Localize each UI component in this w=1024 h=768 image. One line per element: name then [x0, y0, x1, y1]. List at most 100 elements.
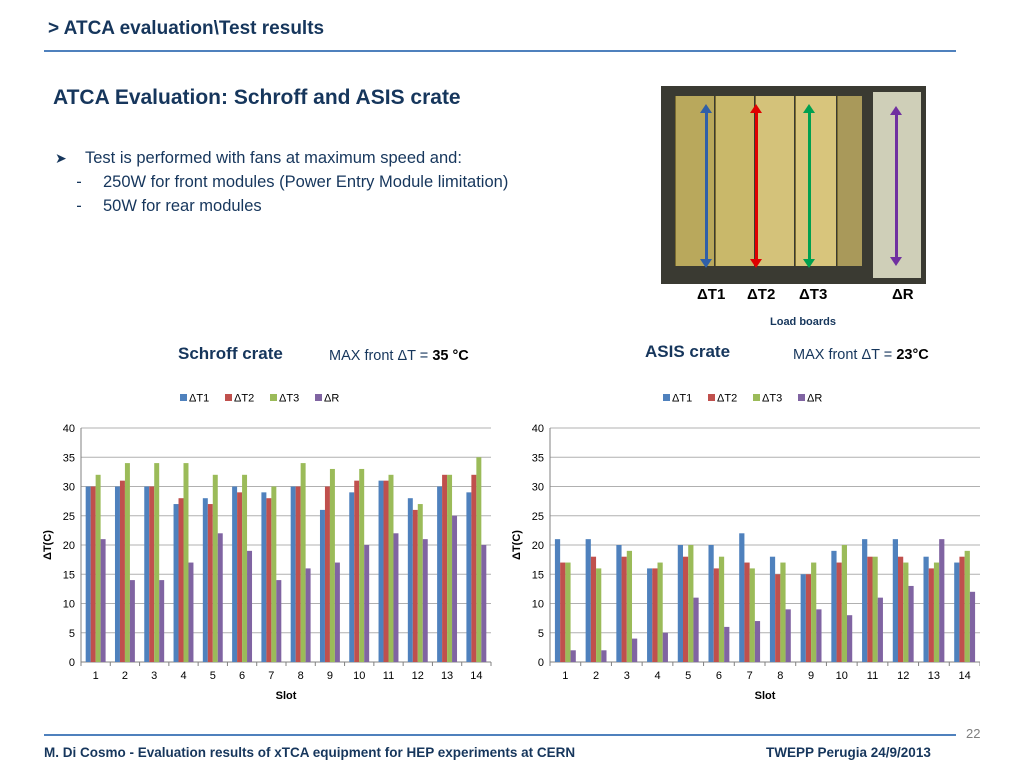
bar-2-slot-1 [560, 562, 566, 662]
bullet-list: ➤ Test is performed with fans at maximum … [55, 146, 508, 218]
bar-1-slot-10 [831, 550, 837, 662]
bar-4-slot-10 [847, 615, 853, 662]
photo-caption: Load boards [770, 316, 837, 328]
dash-bullet: - [76, 173, 82, 191]
bar-3-slot-12 [903, 562, 909, 662]
bar-4-slot-10 [364, 545, 370, 662]
y-tick-label: 30 [532, 482, 544, 494]
bar-3-slot-10 [359, 468, 365, 662]
y-tick-label: 25 [63, 511, 75, 523]
bar-3-slot-7 [749, 568, 755, 662]
bar-1-slot-6 [708, 545, 714, 662]
x-tick-label: 1 [562, 670, 568, 682]
footer-right: TWEPP Perugia 24/9/2013 [766, 745, 931, 760]
bar-2-slot-3 [149, 486, 155, 662]
bar-3-slot-9 [329, 468, 335, 662]
arrow-dt1-icon [700, 104, 712, 268]
bar-2-slot-3 [621, 556, 627, 662]
bar-1-slot-5 [202, 498, 208, 662]
bar-2-slot-10 [836, 562, 842, 662]
bar-3-slot-5 [688, 545, 694, 662]
x-tick-label: 12 [412, 670, 424, 682]
y-axis-title: ΔT(C) [511, 530, 523, 560]
bar-1-slot-12 [407, 498, 413, 662]
y-tick-label: 30 [63, 482, 75, 494]
y-tick-label: 40 [532, 423, 544, 435]
bar-4-slot-3 [159, 580, 165, 662]
legend-swatch-2 [708, 394, 715, 401]
legend-label-1: ΔT1 [672, 393, 692, 405]
bar-2-slot-8 [295, 486, 301, 662]
bar-1-slot-12 [892, 539, 898, 662]
bar-4-slot-6 [247, 550, 253, 662]
bar-2-slot-8 [775, 574, 781, 662]
header-breadcrumb: > ATCA evaluation\Test results [48, 18, 325, 39]
photo-board [795, 96, 836, 266]
bar-1-slot-13 [923, 556, 929, 662]
bar-2-slot-14 [959, 556, 965, 662]
y-tick-label: 35 [532, 452, 544, 464]
bar-3-slot-12 [417, 504, 423, 662]
x-tick-label: 9 [327, 670, 333, 682]
bar-1-slot-6 [232, 486, 238, 662]
bar-2-slot-9 [805, 574, 812, 662]
chart-1-max-note: MAX front ΔT = 35 °C [329, 348, 469, 364]
y-tick-label: 15 [63, 569, 75, 581]
bar-1-slot-9 [800, 574, 806, 662]
x-tick-label: 2 [122, 670, 128, 682]
bar-2-slot-14 [471, 474, 477, 662]
x-tick-label: 3 [151, 670, 157, 682]
x-axis-title: Slot [755, 690, 776, 702]
bar-4-slot-14 [481, 545, 487, 662]
bar-4-slot-1 [100, 539, 106, 662]
bar-2-slot-6 [713, 568, 719, 662]
bar-2-slot-4 [178, 498, 184, 662]
bar-4-slot-5 [217, 533, 223, 662]
y-axis-title: ΔT(C) [42, 530, 54, 560]
bullet-sub-1-text: 250W for front modules (Power Entry Modu… [103, 173, 509, 191]
y-tick-label: 5 [69, 628, 75, 640]
bar-1-slot-5 [677, 545, 683, 662]
legend-swatch-1 [663, 394, 670, 401]
bar-1-slot-9 [319, 509, 325, 662]
bar-3-slot-1 [565, 562, 571, 662]
bar-4-slot-7 [276, 580, 282, 662]
chart-1-max-label: MAX front ΔT = [329, 348, 433, 364]
x-tick-label: 12 [897, 670, 909, 682]
y-tick-label: 15 [532, 569, 544, 581]
bar-1-slot-8 [290, 486, 296, 662]
x-tick-label: 11 [383, 670, 394, 682]
legend-swatch-4 [315, 394, 322, 401]
bar-4-slot-5 [693, 597, 699, 662]
x-tick-label: 5 [685, 670, 691, 682]
bar-4-slot-4 [662, 632, 668, 662]
dash-bullet: - [76, 197, 82, 215]
bar-4-slot-9 [334, 562, 340, 662]
bar-4-slot-7 [754, 621, 761, 662]
header-divider [44, 50, 956, 52]
bar-4-slot-14 [969, 591, 976, 662]
arrow-dt2-icon [750, 104, 762, 268]
x-tick-label: 4 [180, 670, 186, 682]
bar-2-slot-2 [590, 556, 597, 662]
bar-3-slot-11 [388, 474, 394, 662]
chart-2-title: ASIS crate [645, 342, 731, 361]
footer-left: M. Di Cosmo - Evaluation results of xTCA… [44, 745, 576, 760]
x-tick-label: 13 [928, 670, 940, 682]
bar-1-slot-1 [554, 539, 561, 662]
bar-4-slot-12 [422, 539, 428, 662]
legend-swatch-2 [225, 394, 232, 401]
bar-3-slot-14 [476, 457, 482, 662]
footer-divider [44, 734, 956, 736]
chart-2-max-note: MAX front ΔT = 23°C [793, 347, 929, 363]
bar-3-slot-7 [271, 486, 277, 662]
chart-1-max-value: 35 °C [432, 348, 469, 364]
bar-4-slot-13 [939, 539, 945, 662]
x-tick-label: 13 [441, 670, 453, 682]
bar-4-slot-9 [816, 609, 822, 662]
bullet-sub-2: - 50W for rear modules [55, 194, 508, 218]
arrow-dr-icon [890, 106, 902, 266]
bar-3-slot-14 [964, 550, 970, 662]
bar-2-slot-10 [354, 480, 360, 662]
